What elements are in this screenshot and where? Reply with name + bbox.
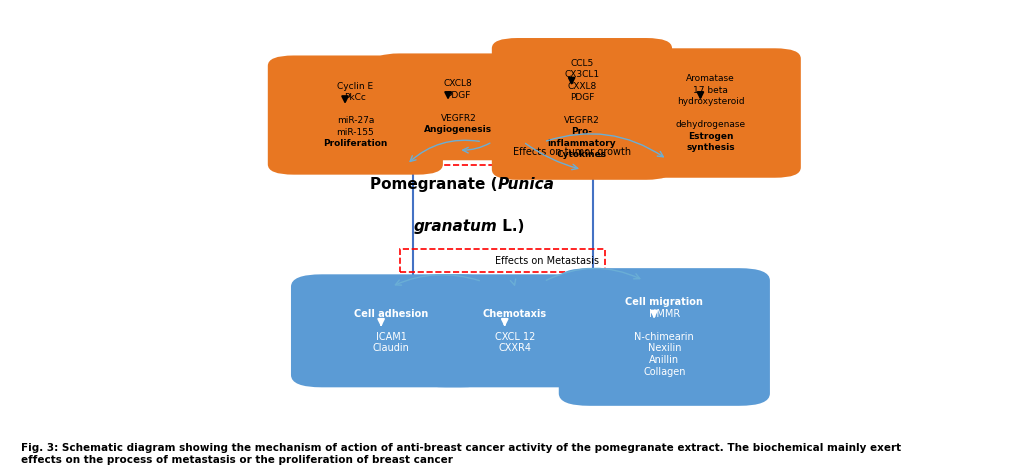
Text: VEGFR2: VEGFR2: [441, 114, 476, 123]
Text: Punica: Punica: [497, 177, 554, 192]
Text: Cytokines: Cytokines: [557, 150, 607, 159]
Text: Claudin: Claudin: [373, 343, 410, 353]
Text: Collagen: Collagen: [643, 367, 686, 376]
FancyBboxPatch shape: [268, 56, 443, 175]
Text: granatum: granatum: [414, 219, 497, 234]
Text: CXXL8: CXXL8: [568, 82, 596, 91]
Text: Cell adhesion: Cell adhesion: [354, 309, 428, 318]
Text: Fig. 3: Schematic diagram showing the mechanism of action of anti-breast cancer : Fig. 3: Schematic diagram showing the me…: [21, 443, 900, 465]
Text: CXCL 12: CXCL 12: [494, 332, 536, 341]
FancyBboxPatch shape: [373, 53, 543, 160]
Text: hydroxysteroid: hydroxysteroid: [677, 97, 745, 106]
Text: Estrogen: Estrogen: [688, 132, 733, 141]
Text: Cyclin E: Cyclin E: [337, 82, 374, 91]
Text: HMMR: HMMR: [649, 309, 680, 319]
Text: Effects on Metastasis: Effects on Metastasis: [495, 255, 599, 266]
FancyBboxPatch shape: [412, 142, 592, 282]
FancyBboxPatch shape: [558, 268, 769, 406]
Text: PkCc: PkCc: [344, 93, 367, 102]
Text: ICAM1: ICAM1: [376, 332, 407, 341]
Text: N-chimearin: N-chimearin: [634, 332, 694, 342]
Text: Nexilin: Nexilin: [648, 344, 681, 354]
Text: Effects on tumor growth: Effects on tumor growth: [513, 147, 631, 157]
Text: VEGFR2: VEGFR2: [564, 116, 599, 125]
FancyBboxPatch shape: [290, 274, 492, 387]
Text: miR-27a: miR-27a: [337, 116, 374, 125]
Text: L.): L.): [497, 219, 525, 234]
Text: CX3CL1: CX3CL1: [564, 70, 599, 79]
Text: Pro-: Pro-: [572, 127, 592, 136]
Text: PDGF: PDGF: [570, 93, 594, 102]
Text: PDGF: PDGF: [446, 91, 471, 100]
Text: Pomegranate (: Pomegranate (: [370, 177, 497, 192]
Text: Angiogenesis: Angiogenesis: [424, 125, 492, 134]
Text: Anillin: Anillin: [649, 355, 680, 365]
Text: CCL5: CCL5: [571, 58, 593, 68]
Text: CXCL8: CXCL8: [444, 79, 473, 88]
Text: inflammatory: inflammatory: [548, 139, 616, 148]
FancyBboxPatch shape: [414, 274, 615, 387]
FancyBboxPatch shape: [491, 38, 672, 180]
FancyBboxPatch shape: [620, 48, 800, 178]
Text: Aromatase: Aromatase: [686, 74, 735, 83]
Text: miR-155: miR-155: [337, 128, 374, 137]
Text: CXXR4: CXXR4: [499, 343, 531, 353]
Text: 17 beta: 17 beta: [693, 85, 728, 94]
Text: Cell migration: Cell migration: [625, 297, 703, 307]
Text: Chemotaxis: Chemotaxis: [483, 309, 547, 318]
Text: dehydrogenase: dehydrogenase: [676, 120, 746, 129]
Text: Proliferation: Proliferation: [323, 139, 387, 149]
Text: synthesis: synthesis: [686, 143, 735, 152]
